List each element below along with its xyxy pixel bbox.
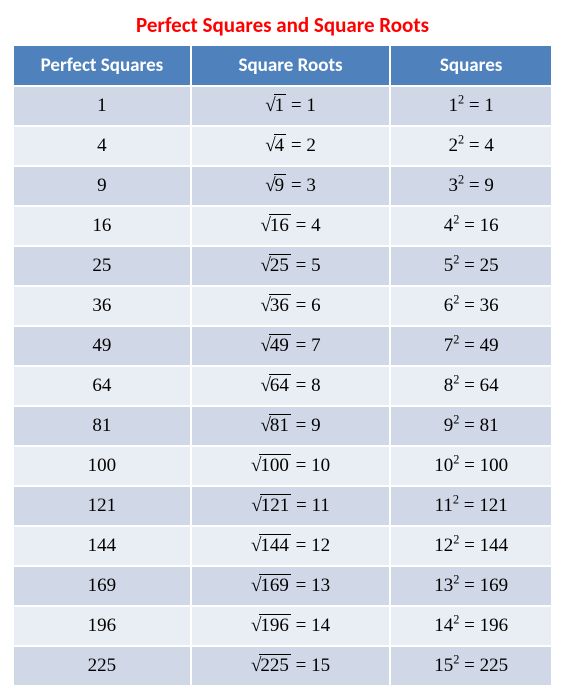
table-row: 121√121 = 11112 = 121 [13, 486, 552, 526]
square-cell: 22 = 4 [390, 126, 552, 166]
square-root-cell: √64 = 8 [191, 366, 390, 406]
perfect-square-cell: 16 [13, 206, 191, 246]
square-root-cell: √9 = 3 [191, 166, 390, 206]
table-row: 16√16 = 442 = 16 [13, 206, 552, 246]
square-cell: 62 = 36 [390, 286, 552, 326]
square-root-cell: √196 = 14 [191, 606, 390, 646]
square-root-cell: √16 = 4 [191, 206, 390, 246]
square-root-cell: √225 = 15 [191, 646, 390, 686]
square-cell: 12 = 1 [390, 86, 552, 126]
header-perfect-squares: Perfect Squares [13, 45, 191, 86]
perfect-square-cell: 121 [13, 486, 191, 526]
perfect-square-cell: 36 [13, 286, 191, 326]
square-cell: 32 = 9 [390, 166, 552, 206]
header-row: Perfect Squares Square Roots Squares [13, 45, 552, 86]
header-square-roots: Square Roots [191, 45, 390, 86]
square-cell: 52 = 25 [390, 246, 552, 286]
square-root-cell: √144 = 12 [191, 526, 390, 566]
perfect-square-cell: 144 [13, 526, 191, 566]
table-row: 169√169 = 13132 = 169 [13, 566, 552, 606]
square-root-cell: √81 = 9 [191, 406, 390, 446]
square-root-cell: √49 = 7 [191, 326, 390, 366]
perfect-square-cell: 225 [13, 646, 191, 686]
square-cell: 132 = 169 [390, 566, 552, 606]
table-row: 100√100 = 10102 = 100 [13, 446, 552, 486]
square-root-cell: √100 = 10 [191, 446, 390, 486]
table-row: 144√144 = 12122 = 144 [13, 526, 552, 566]
table-row: 9√9 = 332 = 9 [13, 166, 552, 206]
perfect-square-cell: 4 [13, 126, 191, 166]
square-cell: 92 = 81 [390, 406, 552, 446]
perfect-square-cell: 1 [13, 86, 191, 126]
page-title: Perfect Squares and Square Roots [12, 12, 553, 38]
table-row: 81√81 = 992 = 81 [13, 406, 552, 446]
square-root-cell: √36 = 6 [191, 286, 390, 326]
square-cell: 122 = 144 [390, 526, 552, 566]
perfect-square-cell: 100 [13, 446, 191, 486]
perfect-square-cell: 81 [13, 406, 191, 446]
table-row: 196√196 = 14142 = 196 [13, 606, 552, 646]
square-cell: 152 = 225 [390, 646, 552, 686]
squares-table: Perfect Squares Square Roots Squares 1√1… [12, 44, 553, 687]
table-row: 25√25 = 552 = 25 [13, 246, 552, 286]
square-cell: 112 = 121 [390, 486, 552, 526]
table-row: 4√4 = 222 = 4 [13, 126, 552, 166]
square-root-cell: √1 = 1 [191, 86, 390, 126]
square-root-cell: √169 = 13 [191, 566, 390, 606]
table-row: 36√36 = 662 = 36 [13, 286, 552, 326]
perfect-square-cell: 64 [13, 366, 191, 406]
square-cell: 72 = 49 [390, 326, 552, 366]
square-root-cell: √4 = 2 [191, 126, 390, 166]
table-row: 49√49 = 772 = 49 [13, 326, 552, 366]
perfect-square-cell: 49 [13, 326, 191, 366]
header-squares: Squares [390, 45, 552, 86]
square-root-cell: √25 = 5 [191, 246, 390, 286]
square-root-cell: √121 = 11 [191, 486, 390, 526]
table-row: 225√225 = 15152 = 225 [13, 646, 552, 686]
perfect-square-cell: 169 [13, 566, 191, 606]
square-cell: 82 = 64 [390, 366, 552, 406]
square-cell: 142 = 196 [390, 606, 552, 646]
perfect-square-cell: 25 [13, 246, 191, 286]
table-row: 1√1 = 112 = 1 [13, 86, 552, 126]
square-cell: 42 = 16 [390, 206, 552, 246]
square-cell: 102 = 100 [390, 446, 552, 486]
perfect-square-cell: 196 [13, 606, 191, 646]
table-row: 64√64 = 882 = 64 [13, 366, 552, 406]
perfect-square-cell: 9 [13, 166, 191, 206]
